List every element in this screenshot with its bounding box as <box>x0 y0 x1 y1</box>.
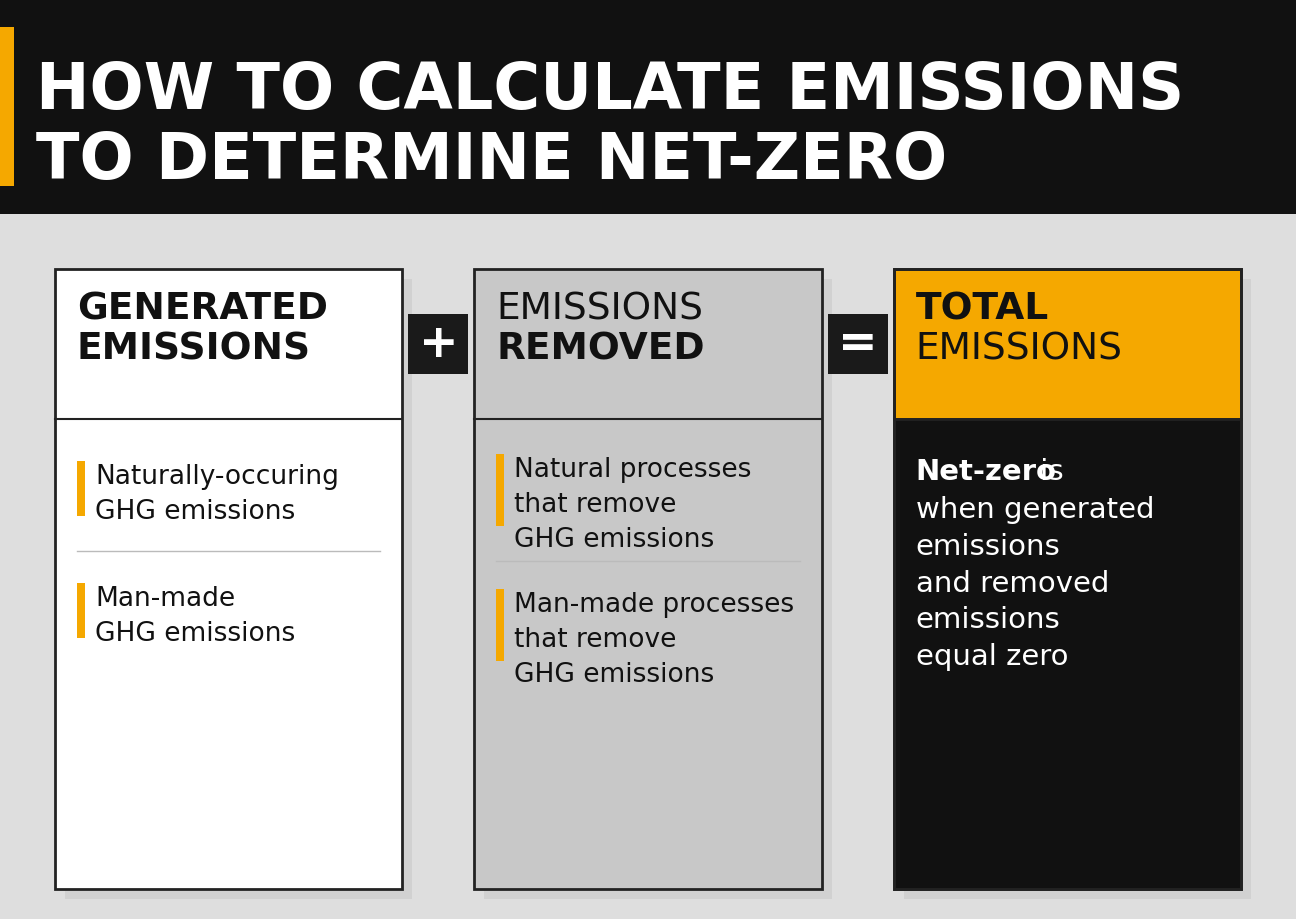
Text: Man-made
GHG emissions: Man-made GHG emissions <box>95 585 295 646</box>
Text: Net-zero: Net-zero <box>916 458 1056 485</box>
Bar <box>894 269 1242 889</box>
Text: =: = <box>837 323 877 367</box>
Text: is: is <box>1030 458 1063 485</box>
Bar <box>894 269 1242 420</box>
Bar <box>76 461 86 516</box>
Text: Naturally-occuring
GHG emissions: Naturally-occuring GHG emissions <box>95 463 338 525</box>
Bar <box>894 420 1242 889</box>
Text: TOTAL: TOTAL <box>916 291 1048 328</box>
Text: HOW TO CALCULATE EMISSIONS: HOW TO CALCULATE EMISSIONS <box>36 60 1185 122</box>
Text: when generated
emissions
and removed
emissions
equal zero: when generated emissions and removed emi… <box>916 495 1155 671</box>
Bar <box>65 279 412 899</box>
Text: EMISSIONS: EMISSIONS <box>496 291 704 328</box>
Bar <box>0 0 1296 215</box>
Bar <box>76 584 86 639</box>
Text: TO DETERMINE NET-ZERO: TO DETERMINE NET-ZERO <box>36 130 947 192</box>
Text: Man-made processes
that remove
GHG emissions: Man-made processes that remove GHG emiss… <box>515 591 794 687</box>
Text: REMOVED: REMOVED <box>496 332 705 368</box>
Bar <box>485 279 832 899</box>
Bar <box>0 28 14 187</box>
Text: GENERATED: GENERATED <box>76 291 328 328</box>
Bar <box>496 455 504 527</box>
Bar <box>828 314 888 375</box>
Bar <box>408 314 468 375</box>
Text: EMISSIONS: EMISSIONS <box>916 332 1122 368</box>
Text: EMISSIONS: EMISSIONS <box>76 332 311 368</box>
Bar <box>474 269 822 889</box>
Bar <box>903 279 1251 899</box>
Bar <box>496 589 504 662</box>
Text: +: + <box>419 323 459 367</box>
Text: Natural processes
that remove
GHG emissions: Natural processes that remove GHG emissi… <box>515 457 752 552</box>
Bar <box>54 269 402 889</box>
